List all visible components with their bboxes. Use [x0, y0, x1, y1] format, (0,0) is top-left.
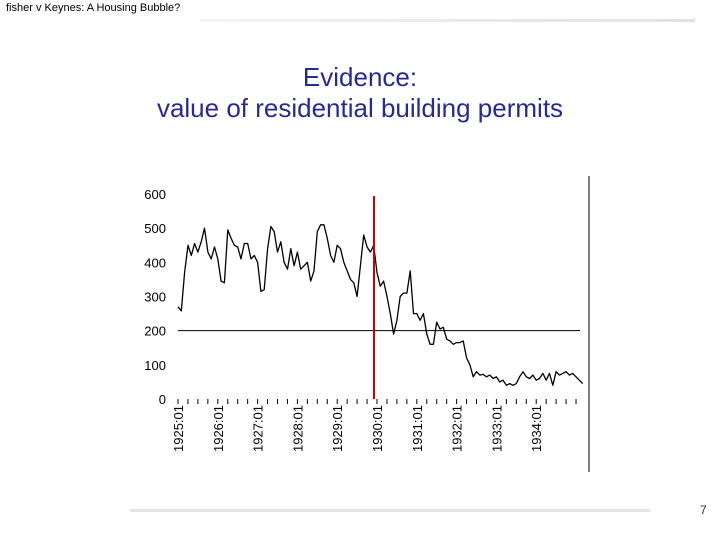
header-divider [200, 19, 695, 22]
y-tick-label: 600 [144, 187, 166, 202]
x-tick-label: 1933:01 [489, 405, 504, 452]
x-tick-label: 1934:01 [529, 405, 544, 452]
y-tick-label: 500 [144, 221, 166, 236]
x-tick-label: 1930:01 [370, 405, 385, 452]
slide-title-line-2: value of residential building permits [156, 93, 564, 123]
y-tick-label: 300 [144, 290, 166, 305]
x-tick-label: 1932:01 [450, 405, 465, 452]
x-tick-label: 1931:01 [410, 405, 425, 452]
x-tick-label: 1925:01 [171, 405, 186, 452]
slide-header: fisher v Keynes: A Housing Bubble? [6, 2, 181, 14]
y-tick-label: 100 [144, 358, 166, 373]
series-line [177, 224, 584, 386]
x-tick-label: 1928:01 [290, 405, 305, 452]
x-tick-label: 1926:01 [211, 405, 226, 452]
footer-divider [130, 509, 650, 512]
slide-title: Evidence: value of residential building … [0, 62, 720, 124]
x-tick-label: 1929:01 [330, 405, 345, 452]
y-tick-label: 400 [144, 255, 166, 270]
page-number: 7 [700, 503, 707, 517]
x-tick-label: 1927:01 [251, 405, 266, 452]
y-tick-label: 0 [159, 392, 166, 407]
y-tick-label: 200 [144, 324, 166, 339]
slide-title-line-1: Evidence: [302, 62, 418, 92]
